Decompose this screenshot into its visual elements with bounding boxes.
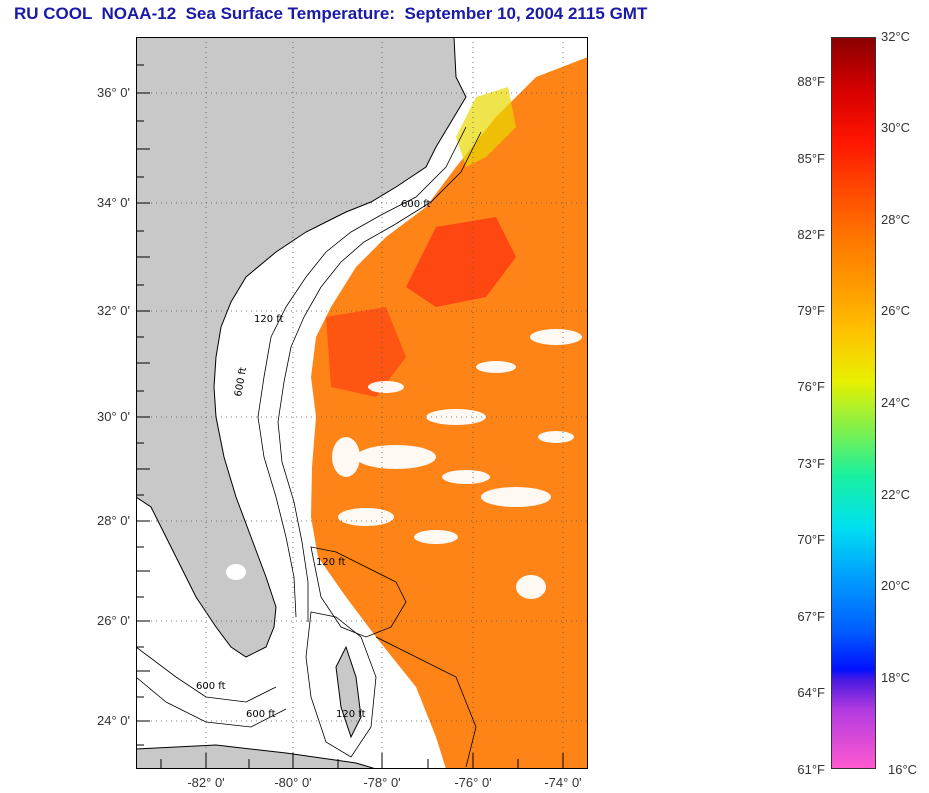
fahrenheit-label: 88°F [797, 74, 825, 89]
fahrenheit-label: 67°F [797, 609, 825, 624]
lat-label: 34° 0' [97, 195, 130, 210]
celsius-label: 28°C [881, 212, 911, 227]
sst-hot-band [406, 217, 516, 307]
lon-label: -80° 0' [274, 775, 312, 790]
page-title: RU COOL NOAA-12 Sea Surface Temperature:… [14, 4, 648, 23]
contour-label: 600 ft [401, 199, 431, 210]
contour-labels: 600 ft 120 ft 600 ft 120 ft 600 ft 600 f… [196, 199, 431, 720]
lon-label: -76° 0' [454, 775, 492, 790]
fahrenheit-label: 64°F [797, 685, 825, 700]
celsius-label: 16°C [888, 762, 918, 777]
fahrenheit-label: 70°F [797, 532, 825, 547]
sst-map: 600 ft 120 ft 600 ft 120 ft 600 ft 600 f… [136, 37, 588, 769]
fahrenheit-label: 76°F [797, 379, 825, 394]
sst-hot-band-2 [326, 307, 406, 397]
fahrenheit-label: 79°F [797, 303, 825, 318]
celsius-label: 30°C [881, 120, 911, 135]
map-border [136, 37, 588, 769]
lat-label: 26° 0' [97, 613, 130, 628]
lat-label: 32° 0' [97, 303, 130, 318]
lat-label: 28° 0' [97, 513, 130, 528]
land-us-coast [136, 37, 467, 658]
lat-label: 30° 0' [97, 409, 130, 424]
lat-label: 24° 0' [97, 713, 130, 728]
fahrenheit-label: 73°F [797, 456, 825, 471]
graticule [136, 37, 588, 769]
celsius-label: 20°C [881, 578, 911, 593]
temperature-colorbar [831, 37, 876, 769]
bathymetry-contours [136, 126, 482, 768]
contour-label: 600 ft [233, 366, 249, 397]
lake-okeechobee [226, 564, 246, 580]
land-bahamas [335, 645, 362, 739]
celsius-label: 26°C [881, 303, 911, 318]
fahrenheit-label: 85°F [797, 151, 825, 166]
contour-label: 120 ft [316, 557, 346, 568]
contour-label: 600 ft [196, 681, 226, 692]
cloud-speckles [332, 329, 582, 599]
celsius-label: 18°C [881, 670, 911, 685]
frame-ticks [136, 64, 564, 769]
celsius-label: 22°C [881, 487, 911, 502]
land-cuba [136, 744, 377, 769]
contour-label: 600 ft [246, 709, 276, 720]
contour-label: 120 ft [336, 709, 366, 720]
lat-label: 36° 0' [97, 85, 130, 100]
fahrenheit-label: 61°F [797, 762, 825, 777]
celsius-label: 24°C [881, 395, 911, 410]
fahrenheit-label: 82°F [797, 227, 825, 242]
lon-label: -74° 0' [544, 775, 582, 790]
lon-label: -82° 0' [187, 775, 225, 790]
celsius-label: 32°C [881, 29, 911, 44]
contour-label: 120 ft [254, 314, 284, 325]
sst-yellow-nearshore [456, 87, 516, 167]
lon-label: -78° 0' [363, 775, 401, 790]
